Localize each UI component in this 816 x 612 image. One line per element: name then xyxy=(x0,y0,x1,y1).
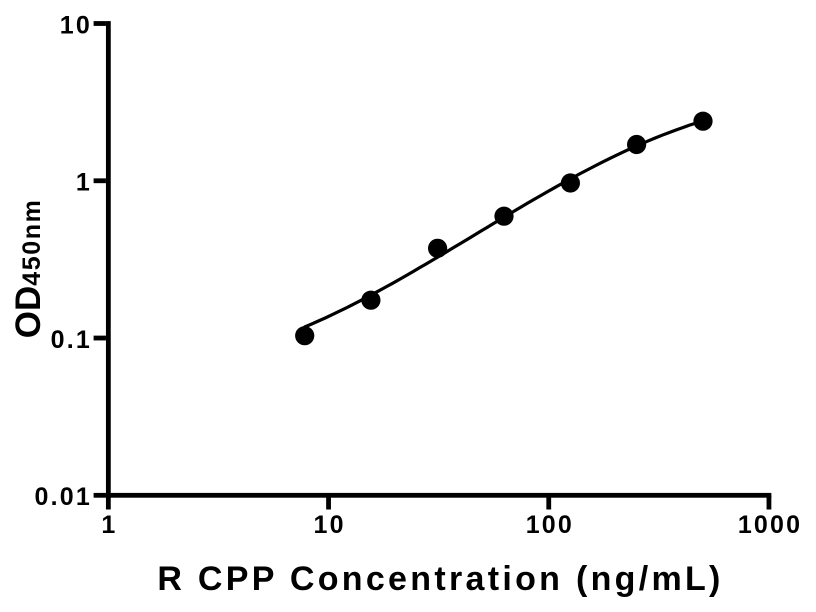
svg-text:100: 100 xyxy=(526,511,574,539)
svg-text:1000: 1000 xyxy=(738,511,802,539)
svg-text:10: 10 xyxy=(60,11,92,39)
svg-text:0.01: 0.01 xyxy=(35,483,92,511)
svg-text:1: 1 xyxy=(101,511,117,539)
svg-text:1: 1 xyxy=(76,169,92,197)
svg-text:R CPP Concentration (ng/mL): R CPP Concentration (ng/mL) xyxy=(157,560,723,598)
svg-text:10: 10 xyxy=(314,511,346,539)
svg-text:0.1: 0.1 xyxy=(51,326,92,354)
